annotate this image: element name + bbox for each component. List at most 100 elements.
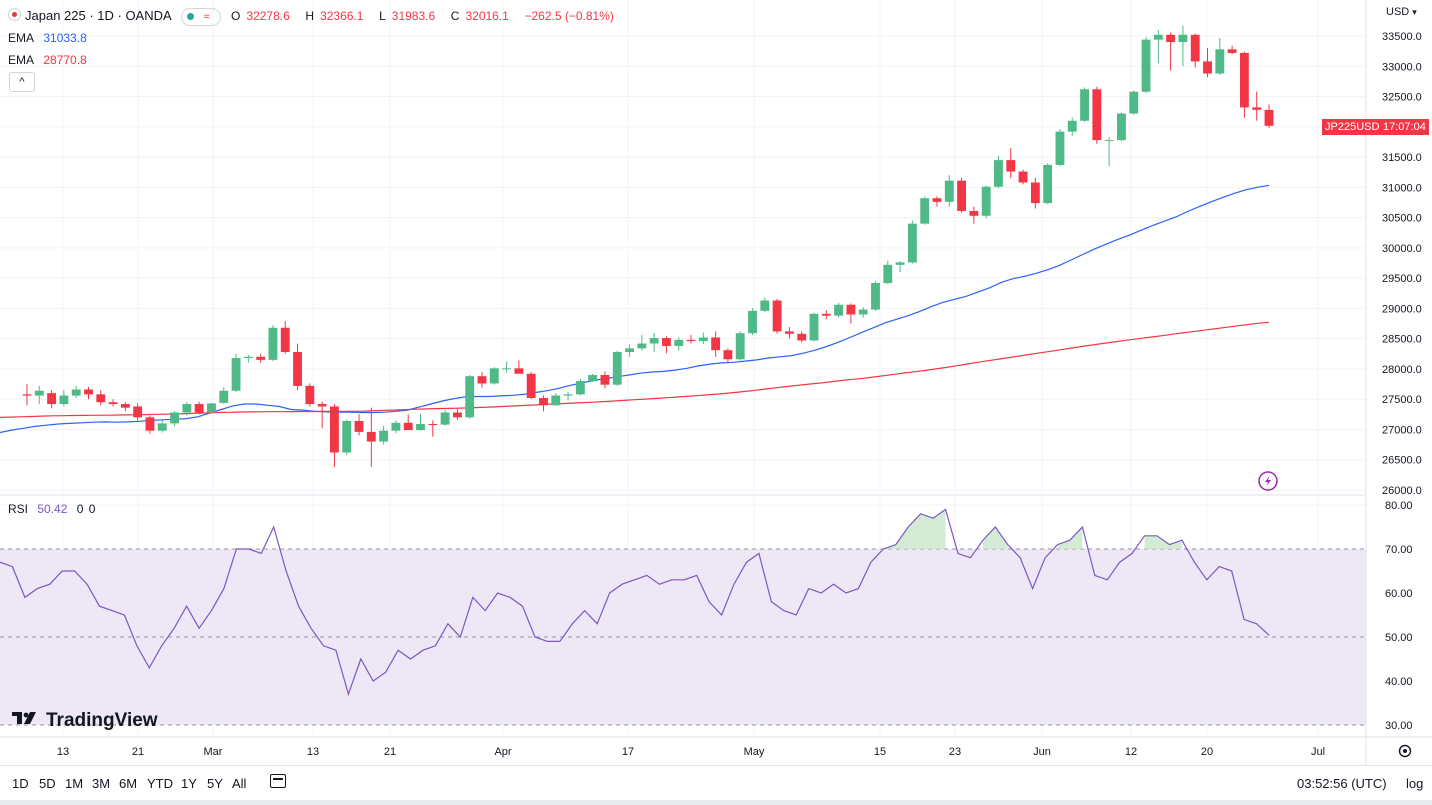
- calendar-range-icon[interactable]: [270, 774, 286, 788]
- candle[interactable]: [1190, 33, 1200, 68]
- candle[interactable]: [674, 337, 684, 351]
- candle[interactable]: [1227, 45, 1237, 55]
- candle[interactable]: [489, 367, 499, 385]
- candle[interactable]: [1092, 86, 1102, 144]
- candle[interactable]: [477, 371, 487, 388]
- currency-selector[interactable]: USD ▾: [1386, 6, 1417, 18]
- candle[interactable]: [207, 402, 216, 414]
- candle[interactable]: [108, 399, 118, 407]
- candle[interactable]: [194, 401, 204, 415]
- candle[interactable]: [1141, 37, 1151, 93]
- range-button-ytd[interactable]: YTD: [147, 776, 173, 791]
- candle[interactable]: [551, 393, 561, 406]
- candle[interactable]: [1067, 117, 1077, 136]
- candle[interactable]: [612, 350, 622, 386]
- candle[interactable]: [809, 312, 819, 342]
- candle[interactable]: [1239, 51, 1249, 118]
- ema-slow-legend[interactable]: EMA 28770.8: [8, 53, 93, 67]
- symbol-legend[interactable]: Japan 225 · 1D · OANDA ≈ O 32278.6 H 32366…: [8, 8, 620, 26]
- candle[interactable]: [625, 344, 634, 357]
- candle[interactable]: [145, 415, 155, 434]
- candle[interactable]: [969, 206, 979, 224]
- candle[interactable]: [932, 196, 942, 207]
- candle[interactable]: [575, 378, 585, 396]
- candle[interactable]: [428, 420, 438, 437]
- candle[interactable]: [84, 387, 93, 400]
- candle[interactable]: [1215, 37, 1225, 75]
- candle[interactable]: [748, 308, 757, 336]
- candle[interactable]: [59, 390, 69, 407]
- candle[interactable]: [711, 331, 721, 357]
- candle[interactable]: [686, 335, 696, 344]
- candle[interactable]: [1264, 104, 1274, 128]
- candle[interactable]: [760, 297, 770, 313]
- candle[interactable]: [563, 391, 573, 401]
- candle[interactable]: [440, 410, 450, 426]
- range-button-5y[interactable]: 5Y: [207, 776, 223, 791]
- candle[interactable]: [1129, 90, 1139, 115]
- candle[interactable]: [1055, 129, 1065, 167]
- candle[interactable]: [502, 361, 512, 373]
- candle[interactable]: [883, 260, 893, 285]
- candle[interactable]: [834, 302, 844, 318]
- range-button-1d[interactable]: 1D: [12, 776, 29, 791]
- candle[interactable]: [772, 298, 782, 334]
- range-button-3m[interactable]: 3M: [92, 776, 111, 791]
- rsi-axis[interactable]: 80.00 70.00 60.00 50.00 40.00 30.00: [1385, 500, 1413, 732]
- candle[interactable]: [231, 353, 241, 392]
- candle[interactable]: [120, 402, 130, 412]
- candle[interactable]: [256, 353, 266, 363]
- candle[interactable]: [846, 303, 856, 324]
- candle[interactable]: [588, 373, 598, 383]
- candle[interactable]: [723, 348, 733, 363]
- candle[interactable]: [280, 321, 290, 354]
- time-axis[interactable]: 13 21 Mar 13 21 Apr 17 May 15 23 Jun 12 20 Jul: [57, 746, 1325, 758]
- candle[interactable]: [22, 384, 32, 406]
- candle[interactable]: [920, 196, 930, 225]
- candle[interactable]: [514, 360, 524, 374]
- symbol-title[interactable]: Japan 225 · 1D · OANDA: [25, 8, 172, 24]
- candle[interactable]: [133, 403, 143, 421]
- candle[interactable]: [907, 220, 917, 264]
- candle[interactable]: [391, 420, 401, 434]
- price-axis[interactable]: 33500.033000.032500.032000.031500.031000…: [1382, 31, 1422, 497]
- candle[interactable]: [662, 336, 671, 354]
- candle[interactable]: [1030, 177, 1040, 209]
- candle[interactable]: [1006, 147, 1016, 179]
- candle[interactable]: [354, 414, 364, 436]
- candle[interactable]: [243, 355, 253, 363]
- candle[interactable]: [944, 175, 954, 207]
- log-toggle[interactable]: log: [1406, 776, 1424, 791]
- candle[interactable]: [1203, 48, 1212, 78]
- clock-label[interactable]: 03:52:56 (UTC): [1297, 776, 1387, 791]
- range-button-all[interactable]: All: [232, 776, 247, 791]
- candle[interactable]: [465, 374, 475, 419]
- candle[interactable]: [416, 413, 425, 431]
- range-button-5d[interactable]: 5D: [39, 776, 56, 791]
- candle[interactable]: [182, 402, 192, 416]
- candle[interactable]: [895, 261, 905, 273]
- range-button-6m[interactable]: 6M: [119, 776, 138, 791]
- candle[interactable]: [452, 408, 462, 420]
- lightning-icon[interactable]: [1258, 471, 1278, 491]
- candle[interactable]: [268, 325, 278, 362]
- collapse-legend-button[interactable]: ^: [9, 72, 35, 92]
- candle[interactable]: [71, 385, 81, 398]
- chart-canvas[interactable]: 33500.033000.032500.032000.031500.031000…: [0, 0, 1432, 765]
- candle[interactable]: [317, 401, 327, 429]
- range-button-1y[interactable]: 1Y: [181, 776, 197, 791]
- range-button-1m[interactable]: 1M: [65, 776, 84, 791]
- candle[interactable]: [784, 327, 794, 339]
- candle[interactable]: [342, 419, 352, 455]
- candle[interactable]: [1153, 29, 1163, 64]
- candle[interactable]: [47, 390, 57, 409]
- candle[interactable]: [293, 343, 302, 391]
- candle[interactable]: [96, 390, 106, 406]
- candle[interactable]: [1166, 32, 1176, 71]
- ema-fast-legend[interactable]: EMA 31033.8: [8, 31, 93, 45]
- settings-icon[interactable]: [1398, 744, 1412, 758]
- candle[interactable]: [637, 335, 647, 351]
- candle[interactable]: [858, 307, 868, 318]
- candle[interactable]: [600, 371, 610, 389]
- rsi-legend[interactable]: RSI 50.42 0 0: [8, 502, 101, 516]
